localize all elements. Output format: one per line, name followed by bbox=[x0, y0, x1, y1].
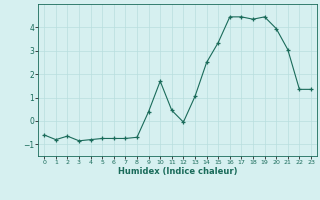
X-axis label: Humidex (Indice chaleur): Humidex (Indice chaleur) bbox=[118, 167, 237, 176]
